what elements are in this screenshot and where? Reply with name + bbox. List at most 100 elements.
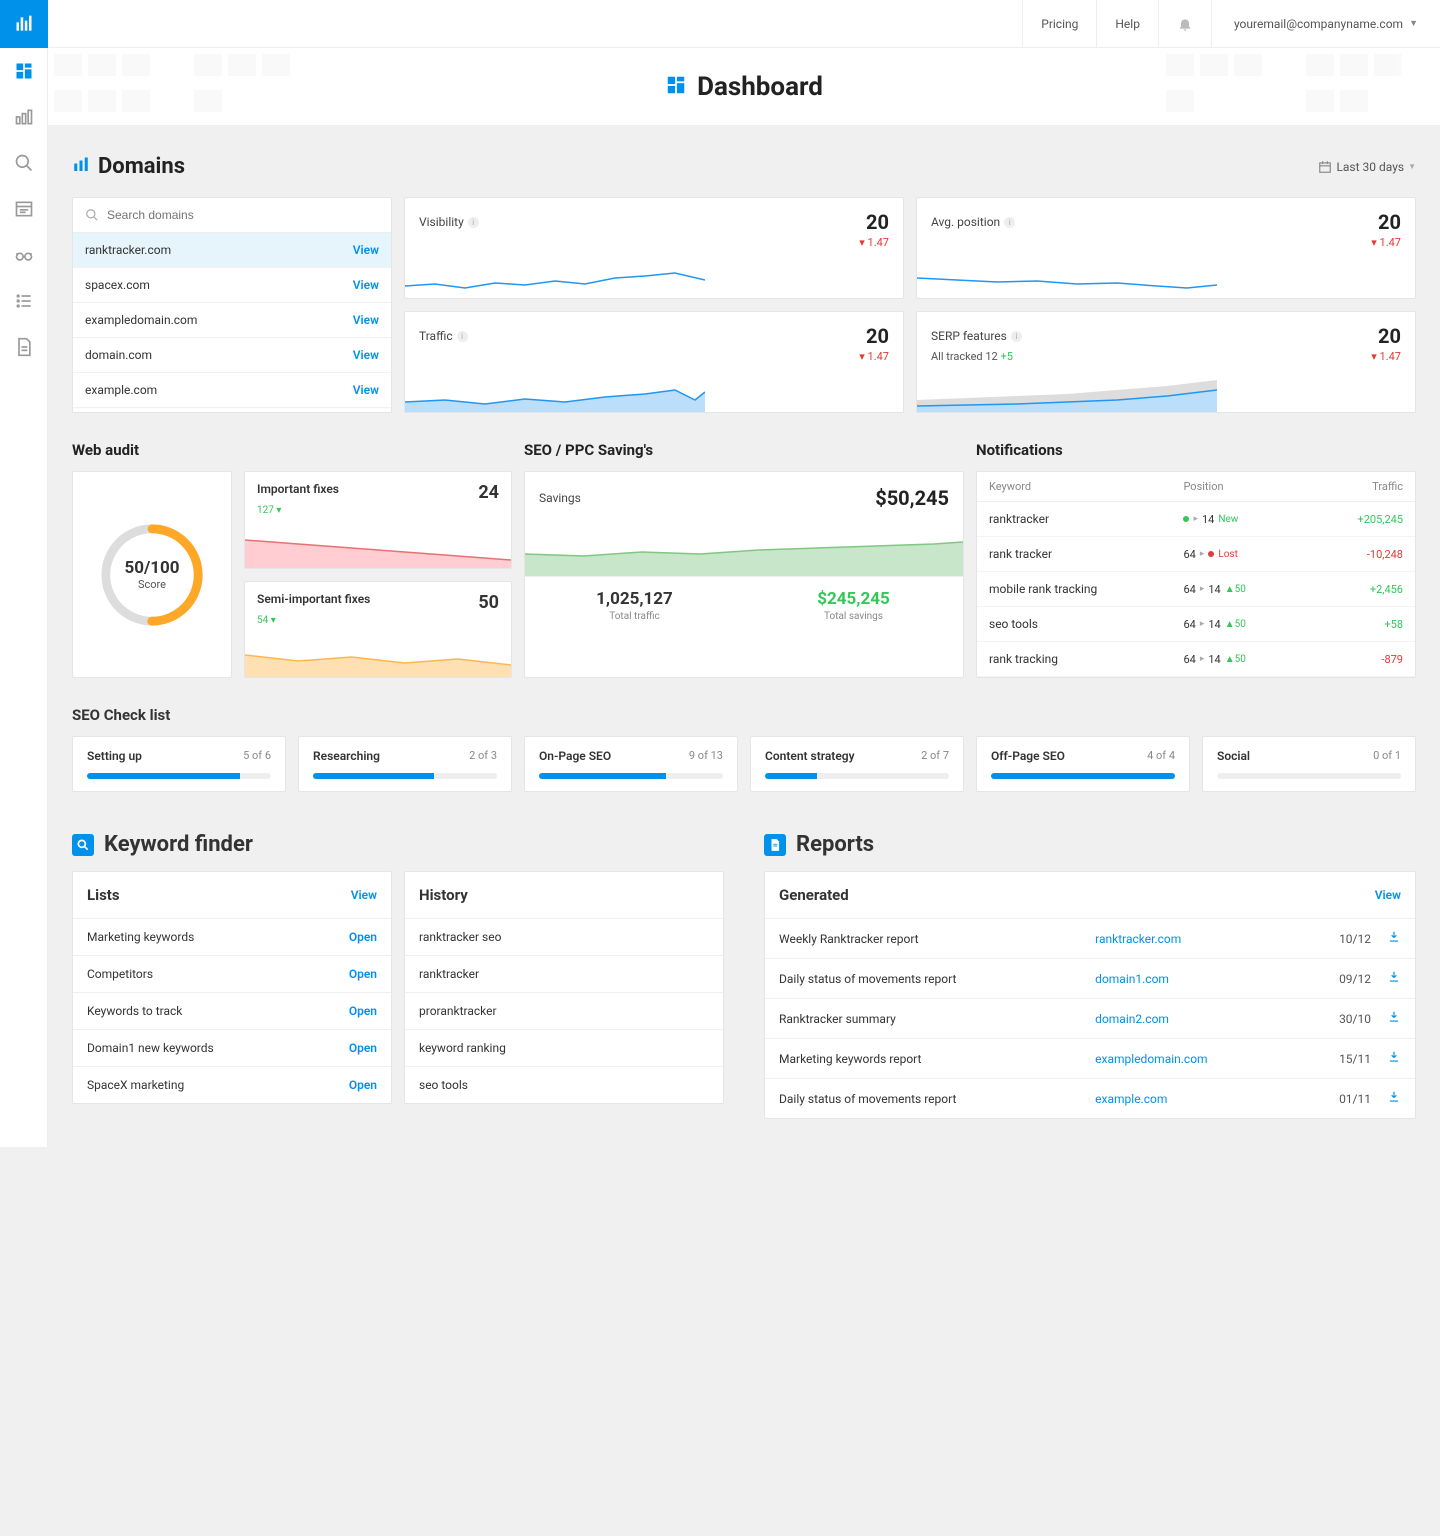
savings-title: SEO / PPC Saving's xyxy=(524,441,964,459)
domain-row[interactable]: spacex.com View xyxy=(73,268,391,303)
report-row[interactable]: Marketing keywords reportexampledomain.c… xyxy=(765,1038,1415,1078)
keyword-finder-icon xyxy=(72,834,94,856)
account-dropdown[interactable]: youremail@companyname.com ▼ xyxy=(1211,0,1440,47)
checklist-item[interactable]: Off-Page SEO4 of 4 xyxy=(976,736,1190,792)
important-fixes-card: Important fixes24 127 ▾ xyxy=(244,471,512,569)
date-range-picker[interactable]: Last 30 days ▼ xyxy=(1318,160,1416,174)
nav-search-icon[interactable] xyxy=(13,152,35,174)
open-link[interactable]: Open xyxy=(349,1041,377,1055)
open-link[interactable]: Open xyxy=(349,1078,377,1092)
open-link[interactable]: Open xyxy=(349,1004,377,1018)
savings-card: Savings$50,245 1,025,127Total traffic $2… xyxy=(524,471,964,678)
view-link[interactable]: View xyxy=(1375,888,1401,902)
open-link[interactable]: Open xyxy=(349,930,377,944)
notification-row[interactable]: ranktracker▸14 New+205,245 xyxy=(977,502,1415,537)
dashboard-icon xyxy=(665,74,687,100)
download-icon[interactable] xyxy=(1371,970,1401,987)
domain-name: ranktracker.com xyxy=(85,243,171,257)
checklist-title: SEO Check list xyxy=(72,706,1416,724)
history-item[interactable]: ranktracker xyxy=(405,955,723,992)
help-link[interactable]: Help xyxy=(1096,0,1158,47)
history-item[interactable]: seo tools xyxy=(405,1066,723,1103)
list-item[interactable]: CompetitorsOpen xyxy=(73,955,391,992)
pricing-link[interactable]: Pricing xyxy=(1022,0,1096,47)
topbar: Pricing Help youremail@companyname.com ▼ xyxy=(0,0,1440,48)
notification-row[interactable]: seo tools64▸14 ▲50+58 xyxy=(977,607,1415,642)
list-item[interactable]: Marketing keywordsOpen xyxy=(73,918,391,955)
list-item[interactable]: Domain1 new keywordsOpen xyxy=(73,1029,391,1066)
checklist-item[interactable]: Setting up5 of 6 xyxy=(72,736,286,792)
report-row[interactable]: Weekly Ranktracker reportranktracker.com… xyxy=(765,918,1415,958)
info-icon[interactable]: i xyxy=(457,331,468,342)
nav-audit-icon[interactable] xyxy=(13,244,35,266)
domain-name: exampledomain.com xyxy=(85,313,197,327)
notification-row[interactable]: rank tracking64▸14 ▲50-879 xyxy=(977,642,1415,677)
history-item[interactable]: proranktracker xyxy=(405,992,723,1029)
view-link[interactable]: View xyxy=(353,243,379,257)
view-link[interactable]: View xyxy=(353,348,379,362)
view-link[interactable]: View xyxy=(353,313,379,327)
reports-title: Reports xyxy=(796,832,874,857)
calendar-icon xyxy=(1318,160,1332,174)
nav-serp-icon[interactable] xyxy=(13,198,35,220)
notification-row[interactable]: mobile rank tracking64▸14 ▲50+2,456 xyxy=(977,572,1415,607)
info-icon[interactable]: i xyxy=(1011,331,1022,342)
domains-title: Domains xyxy=(98,154,185,179)
domain-list-card: ranktracker.comViewspacex.comViewexample… xyxy=(72,197,392,413)
report-row[interactable]: Daily status of movements reportdomain1.… xyxy=(765,958,1415,998)
download-icon[interactable] xyxy=(1371,1090,1401,1107)
domain-row[interactable]: exampledomain.com View xyxy=(73,303,391,338)
domain-name: domain.com xyxy=(85,348,152,362)
checklist-item[interactable]: Social0 of 1 xyxy=(1202,736,1416,792)
view-link[interactable]: View xyxy=(351,888,377,902)
report-row[interactable]: Ranktracker summarydomain2.com30/10 xyxy=(765,998,1415,1038)
domain-row[interactable]: example.com View xyxy=(73,373,391,408)
view-link[interactable]: View xyxy=(353,278,379,292)
page-title: Dashboard xyxy=(697,72,823,102)
search-icon xyxy=(85,208,99,222)
list-item[interactable]: Keywords to trackOpen xyxy=(73,992,391,1029)
domain-name: example.com xyxy=(85,383,157,397)
keyword-finder-title: Keyword finder xyxy=(104,832,253,857)
nav-reports-icon[interactable] xyxy=(13,336,35,358)
info-icon[interactable]: i xyxy=(468,217,479,228)
download-icon[interactable] xyxy=(1371,930,1401,947)
notification-row[interactable]: rank tracker64▸ Lost-10,248 xyxy=(977,537,1415,572)
domain-row[interactable]: ranktracker.com View xyxy=(73,233,391,268)
notifications-card: KeywordPositionTraffic ranktracker▸14 Ne… xyxy=(976,471,1416,678)
chevron-down-icon: ▼ xyxy=(1408,162,1416,171)
account-email: youremail@companyname.com xyxy=(1234,17,1403,31)
history-item[interactable]: keyword ranking xyxy=(405,1029,723,1066)
download-icon[interactable] xyxy=(1371,1010,1401,1027)
view-link[interactable]: View xyxy=(353,383,379,397)
stat-avg-position: Avg. positioni20 ▾ 1.47 xyxy=(916,197,1416,299)
reports-card: GeneratedView Weekly Ranktracker reportr… xyxy=(764,871,1416,1119)
hero: Dashboard xyxy=(48,48,1440,126)
checklist-item[interactable]: On-Page SEO9 of 13 xyxy=(524,736,738,792)
nav-checklist-icon[interactable] xyxy=(13,290,35,312)
list-item[interactable]: SpaceX marketingOpen xyxy=(73,1066,391,1103)
stat-visibility: Visibilityi20 ▾ 1.47 xyxy=(404,197,904,299)
logo[interactable] xyxy=(0,0,48,48)
domain-row[interactable]: domain.com View xyxy=(73,338,391,373)
info-icon[interactable]: i xyxy=(1004,217,1015,228)
download-icon[interactable] xyxy=(1371,1050,1401,1067)
stat-serp: SERP featuresi20 All tracked 12 +5▾ 1.47 xyxy=(916,311,1416,413)
nav-dashboard-icon[interactable] xyxy=(13,60,35,82)
history-item[interactable]: ranktracker seo xyxy=(405,918,723,955)
checklist-item[interactable]: Content strategy2 of 7 xyxy=(750,736,964,792)
notifications-title: Notifications xyxy=(976,441,1416,459)
report-row[interactable]: Daily status of movements reportexample.… xyxy=(765,1078,1415,1118)
open-link[interactable]: Open xyxy=(349,967,377,981)
side-nav xyxy=(0,48,48,1147)
stat-traffic: Traffici20 ▾ 1.47 xyxy=(404,311,904,413)
reports-icon xyxy=(764,834,786,856)
domain-name: spacex.com xyxy=(85,278,150,292)
notifications-bell-icon[interactable] xyxy=(1158,0,1211,47)
lists-card: ListsView Marketing keywordsOpenCompetit… xyxy=(72,871,392,1104)
domain-search-input[interactable] xyxy=(107,208,379,222)
history-card: History ranktracker seoranktrackerproran… xyxy=(404,871,724,1104)
web-audit-title: Web audit xyxy=(72,441,512,459)
nav-rank-icon[interactable] xyxy=(13,106,35,128)
checklist-item[interactable]: Researching2 of 3 xyxy=(298,736,512,792)
